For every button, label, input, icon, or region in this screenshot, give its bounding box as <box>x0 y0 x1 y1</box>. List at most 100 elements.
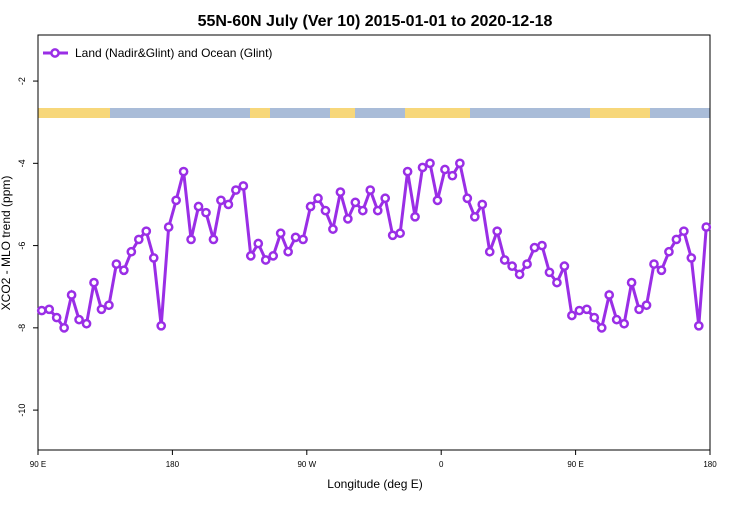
data-point <box>59 322 69 333</box>
data-point <box>320 205 331 216</box>
data-point <box>425 158 435 169</box>
data-point <box>634 304 644 315</box>
y-tick-label: -2 <box>17 77 27 85</box>
data-point <box>245 251 256 261</box>
data-point <box>290 232 301 243</box>
data-point <box>298 234 308 245</box>
x-axis-label: Longitude (deg E) <box>327 477 422 491</box>
x-tick-label: 90 W <box>297 460 316 469</box>
data-point <box>305 201 316 212</box>
legend-label: Land (Nadir&Glint) and Ocean (Glint) <box>75 46 272 60</box>
data-point <box>238 181 249 191</box>
data-point <box>552 277 562 288</box>
data-point <box>641 300 652 311</box>
data-point <box>275 228 286 239</box>
data-point <box>447 170 458 181</box>
data-point <box>387 230 398 241</box>
data-point <box>567 310 577 321</box>
data-point <box>104 300 114 311</box>
x-tick-label: 90 E <box>567 460 583 469</box>
data-point <box>141 226 152 237</box>
data-point <box>664 246 674 257</box>
y-axis-label: XCO2 - MLO trend (ppm) <box>0 176 13 311</box>
data-point <box>156 320 167 331</box>
data-point <box>462 193 473 204</box>
data-point <box>440 164 450 175</box>
data-point <box>402 166 413 177</box>
data-point <box>432 195 443 206</box>
data-point <box>133 234 144 245</box>
data-point <box>529 242 540 253</box>
data-point <box>686 253 697 263</box>
data-point <box>380 193 391 204</box>
land-mask-strip <box>38 108 710 118</box>
data-point <box>604 290 615 300</box>
data-point <box>260 255 271 265</box>
data-point <box>559 261 570 271</box>
data-point <box>81 318 92 329</box>
data-point <box>574 305 585 316</box>
data-point <box>589 312 600 323</box>
data-point <box>626 277 637 288</box>
data-point <box>350 197 361 208</box>
x-tick-label: 180 <box>703 460 717 469</box>
data-point <box>611 314 622 325</box>
data-point <box>649 259 659 269</box>
plot-frame <box>37 34 711 451</box>
data-point <box>328 224 338 234</box>
data-point <box>36 305 47 316</box>
data-point <box>74 314 84 325</box>
data-point <box>499 255 510 265</box>
x-tick-label: 180 <box>166 460 180 469</box>
data-point <box>111 259 122 269</box>
data-point <box>66 290 77 300</box>
x-tick-label: 90 E <box>30 460 46 469</box>
legend-marker <box>50 48 60 58</box>
y-tick-label: -6 <box>17 242 27 250</box>
data-point <box>171 195 181 206</box>
data-point <box>268 251 279 261</box>
data-point <box>507 261 517 271</box>
data-point <box>581 304 592 315</box>
data-point <box>410 211 420 222</box>
data-point <box>51 312 62 323</box>
data-point <box>365 185 376 195</box>
data-point <box>313 193 323 204</box>
data-point <box>522 259 532 269</box>
data-point <box>186 234 196 245</box>
data-point <box>596 322 607 333</box>
data-point <box>126 246 137 257</box>
data-point <box>395 228 405 239</box>
data-point <box>455 158 465 169</box>
data-point <box>544 267 555 278</box>
data-point <box>193 201 204 212</box>
data-point <box>253 238 264 249</box>
data-point <box>514 269 525 280</box>
y-tick-label: -8 <box>17 324 27 332</box>
x-tick-label: 0 <box>439 460 444 469</box>
data-point <box>477 199 488 210</box>
data-point <box>89 277 99 288</box>
data-point <box>469 211 480 222</box>
data-point <box>701 222 712 232</box>
data-point <box>231 185 241 195</box>
data-point <box>283 246 293 257</box>
data-point <box>619 318 629 329</box>
y-tick-label: -10 <box>17 404 27 417</box>
data-point <box>96 304 107 315</box>
data-point <box>357 205 368 216</box>
data-point <box>372 205 383 216</box>
data-point <box>201 207 211 218</box>
data-point <box>163 222 174 232</box>
data-point <box>44 304 55 315</box>
data-point <box>492 226 503 237</box>
data-point <box>484 246 495 257</box>
y-tick-label: -4 <box>17 159 27 167</box>
data-point <box>537 240 547 251</box>
data-point <box>119 265 129 276</box>
data-point <box>178 166 189 177</box>
data-point <box>671 234 682 245</box>
data-point <box>417 162 428 173</box>
data-point <box>656 265 667 276</box>
